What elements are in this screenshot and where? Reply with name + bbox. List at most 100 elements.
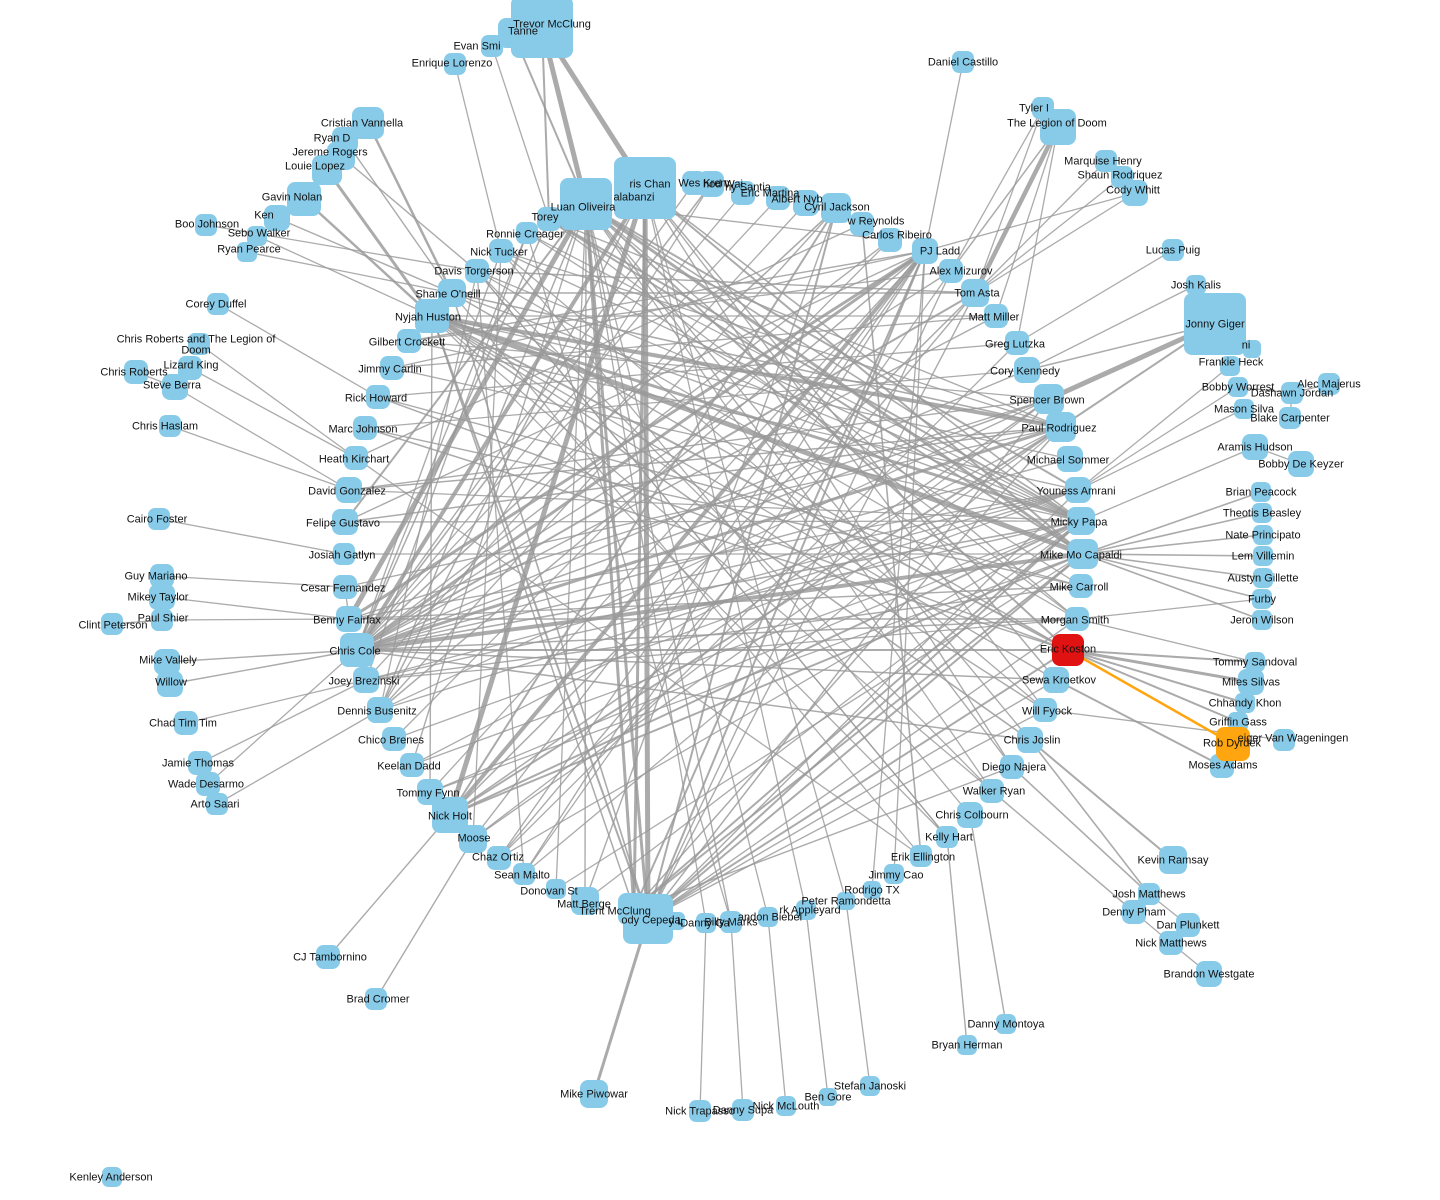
node-trevor-mcclung[interactable]	[511, 0, 573, 58]
node-furby[interactable]	[1252, 589, 1272, 609]
node-louie-lopez[interactable]	[312, 155, 342, 185]
node-mike-piwowar[interactable]	[580, 1080, 608, 1108]
node-nick-trapasso[interactable]	[689, 1100, 711, 1122]
node-jimmy-carlin[interactable]	[380, 356, 404, 380]
node-blake-carpenter[interactable]	[1279, 407, 1301, 429]
node-cj-tambornino[interactable]	[316, 945, 340, 969]
node-lem-villemin[interactable]	[1253, 546, 1273, 566]
node-evan-smith[interactable]	[481, 35, 503, 57]
node-joey-brezinski[interactable]	[353, 667, 379, 693]
node-cesar-fernandez[interactable]	[333, 575, 357, 599]
node-steve-berra[interactable]	[162, 374, 188, 400]
node-ryan-pearce[interactable]	[237, 242, 257, 262]
node-tom-asta[interactable]	[961, 279, 989, 307]
node-morgan-smith[interactable]	[1065, 607, 1089, 631]
node-gavin-nolan[interactable]	[287, 182, 321, 216]
node-josiah-gatlyn[interactable]	[333, 543, 355, 565]
node-paul-rodriguez[interactable]	[1046, 412, 1076, 442]
node-nick-matthews[interactable]	[1159, 931, 1183, 955]
node-ben-gore[interactable]	[819, 1088, 837, 1106]
node-chris-joslin[interactable]	[1017, 727, 1043, 753]
node-legion-of-doom[interactable]	[1040, 109, 1076, 145]
node-keelan-dadd[interactable]	[400, 753, 424, 777]
node-chris-roberts[interactable]	[124, 360, 148, 384]
node-walker-ryan[interactable]	[980, 779, 1004, 803]
node-torey[interactable]	[537, 207, 561, 231]
node-marquise-henry[interactable]	[1095, 150, 1117, 172]
node-manny-santiago[interactable]	[731, 181, 755, 205]
node-moose[interactable]	[459, 825, 487, 853]
node-mike-vallely[interactable]	[154, 649, 180, 675]
node-cairo-foster[interactable]	[148, 508, 170, 530]
node-kevin-ramsay[interactable]	[1159, 846, 1187, 874]
node-austyn-gillette[interactable]	[1253, 568, 1273, 588]
node-enrique-lorenzo[interactable]	[444, 53, 466, 75]
node-frankie-heck[interactable]	[1220, 356, 1240, 376]
node-greg-lutzka[interactable]	[1005, 331, 1029, 355]
node-bryan-herman[interactable]	[957, 1035, 977, 1055]
node-erik-ellington[interactable]	[910, 845, 932, 867]
node-micky-papa[interactable]	[1067, 507, 1095, 535]
node-rick-howard[interactable]	[366, 385, 390, 409]
node-chris-colbourn[interactable]	[957, 802, 983, 828]
node-jeron-wilson[interactable]	[1252, 610, 1272, 630]
node-rob-dyrdek[interactable]	[1216, 727, 1250, 761]
node-donovan-strain[interactable]	[546, 879, 566, 899]
node-chaz-ortiz[interactable]	[487, 846, 511, 870]
node-wieger[interactable]	[1273, 729, 1295, 751]
node-daniel-castillo[interactable]	[952, 51, 974, 73]
node-mike-carroll[interactable]	[1069, 574, 1093, 598]
node-alec-majerus[interactable]	[1318, 373, 1340, 395]
node-josh-kalis[interactable]	[1186, 275, 1206, 295]
node-sewa-kroetkov[interactable]	[1043, 667, 1069, 693]
node-chris-roberts-legion[interactable]	[188, 333, 210, 355]
node-brian-peacock[interactable]	[1251, 482, 1271, 502]
node-will-fyock[interactable]	[1033, 698, 1057, 722]
node-bobby-worrest[interactable]	[1228, 377, 1248, 397]
node-dennis-busenitz[interactable]	[367, 697, 393, 723]
node-nyjah-huston[interactable]	[415, 299, 449, 333]
node-nick-mclouth[interactable]	[776, 1096, 796, 1116]
node-billy-marks[interactable]	[720, 911, 742, 933]
node-cyril-jackson[interactable]	[821, 193, 851, 223]
node-brandon-westgate[interactable]	[1196, 961, 1222, 987]
node-cody-cepeda[interactable]	[623, 894, 673, 944]
node-mike-mo[interactable]	[1068, 539, 1098, 569]
node-dashawn-jordan[interactable]	[1281, 382, 1303, 404]
node-jamie-thomas[interactable]	[188, 751, 212, 775]
node-lucas-puig[interactable]	[1162, 239, 1184, 261]
node-youness-amrani[interactable]	[1065, 477, 1091, 503]
node-kelly-hart[interactable]	[936, 826, 958, 848]
node-danny-supa[interactable]	[732, 1099, 754, 1121]
node-chris-haslam[interactable]	[159, 415, 181, 437]
node-danny-garcia[interactable]	[696, 913, 716, 933]
node-peter-ramondetta[interactable]	[837, 892, 855, 910]
node-dan-plunkett[interactable]	[1176, 913, 1200, 937]
node-jonny-giger[interactable]	[1184, 293, 1246, 355]
node-tommy-fynn[interactable]	[417, 779, 443, 805]
node-rodrigo-tx[interactable]	[863, 881, 881, 899]
node-felipe-gustavo[interactable]	[332, 509, 358, 535]
node-mikey-taylor[interactable]	[149, 584, 175, 610]
node-diego-najera[interactable]	[1000, 755, 1024, 779]
node-nick-holt[interactable]	[432, 797, 468, 833]
node-willow[interactable]	[157, 671, 183, 697]
node-boo-johnson[interactable]	[195, 214, 217, 236]
node-spencer-brown[interactable]	[1034, 384, 1064, 414]
node-brandon-biebel[interactable]	[758, 907, 778, 927]
node-davis-torgerson[interactable]	[465, 259, 489, 283]
node-kenley-anderson[interactable]	[102, 1167, 122, 1187]
node-theotis-beasley[interactable]	[1252, 503, 1272, 523]
node-chris-cole[interactable]	[340, 633, 374, 667]
node-pj-ladd[interactable]	[912, 238, 938, 264]
node-benny-fairfax[interactable]	[336, 606, 362, 632]
node-luan-oliveira[interactable]	[560, 178, 612, 230]
node-tommy-sandoval[interactable]	[1245, 652, 1265, 672]
node-albert-nyberg[interactable]	[793, 190, 819, 216]
node-hidden-ni[interactable]	[1243, 340, 1261, 358]
node-david-gonzalez[interactable]	[336, 477, 362, 503]
node-wade-desarmo[interactable]	[196, 772, 220, 796]
node-stefan-janoski[interactable]	[860, 1076, 880, 1096]
node-andrew-reynolds[interactable]	[850, 212, 874, 236]
node-chris-chann[interactable]	[614, 157, 676, 219]
